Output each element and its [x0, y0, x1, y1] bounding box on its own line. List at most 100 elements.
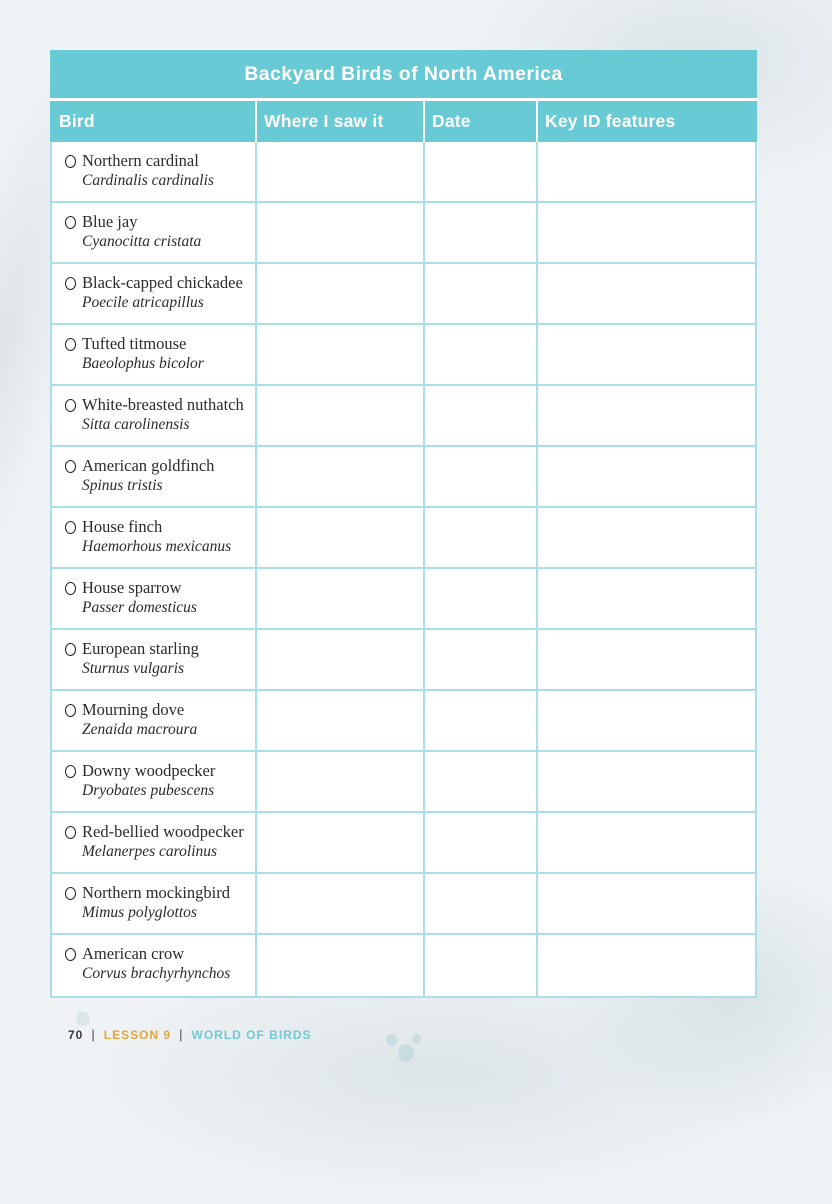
where-i-saw-it-cell[interactable]	[257, 264, 425, 323]
date-cell[interactable]	[425, 142, 538, 201]
checkbox-circle[interactable]	[65, 887, 76, 900]
key-id-features-cell[interactable]	[538, 142, 755, 201]
checkbox-circle[interactable]	[65, 460, 76, 473]
bird-names: House sparrow Passer domesticus	[82, 578, 197, 618]
where-i-saw-it-cell[interactable]	[257, 142, 425, 201]
bird-scientific-name: Haemorhous mexicanus	[82, 538, 232, 555]
checkbox-circle[interactable]	[65, 338, 76, 351]
bird-cell: Downy woodpecker Dryobates pubescens	[52, 752, 257, 811]
bird-common-name: Downy woodpecker	[82, 761, 216, 780]
bird-cell: European starling Sturnus vulgaris	[52, 630, 257, 689]
key-id-features-cell[interactable]	[538, 691, 755, 750]
checkbox-circle[interactable]	[65, 582, 76, 595]
bird-common-name: Blue jay	[82, 212, 138, 231]
bird-scientific-name: Sturnus vulgaris	[82, 660, 185, 677]
where-i-saw-it-cell[interactable]	[257, 203, 425, 262]
checkbox-circle[interactable]	[65, 277, 76, 290]
bird-common-name: Red-bellied woodpecker	[82, 822, 244, 841]
checkbox-circle[interactable]	[65, 155, 76, 168]
key-id-features-cell[interactable]	[538, 325, 755, 384]
bird-scientific-name: Melanerpes carolinus	[82, 843, 218, 860]
key-id-features-cell[interactable]	[538, 203, 755, 262]
bird-cell: Northern cardinal Cardinalis cardinalis	[52, 142, 257, 201]
table-row: House sparrow Passer domesticus	[52, 569, 755, 630]
page-number: 70	[68, 1027, 84, 1042]
bird-common-name: Black-capped chickadee	[82, 273, 243, 292]
date-cell[interactable]	[425, 203, 538, 262]
date-cell[interactable]	[425, 325, 538, 384]
bird-cell: Mourning dove Zenaida macroura	[52, 691, 257, 750]
checkbox-circle[interactable]	[65, 704, 76, 717]
title-divider	[50, 98, 757, 101]
bird-common-name: American goldfinch	[82, 456, 215, 475]
bird-cell: Northern mockingbird Mimus polyglottos	[52, 874, 257, 933]
where-i-saw-it-cell[interactable]	[257, 691, 425, 750]
bird-cell: Black-capped chickadee Poecile atricapil…	[52, 264, 257, 323]
date-cell[interactable]	[425, 935, 538, 996]
bird-common-name: Tufted titmouse	[82, 334, 187, 353]
where-i-saw-it-cell[interactable]	[257, 935, 425, 996]
date-cell[interactable]	[425, 386, 538, 445]
table-title: Backyard Birds of North America	[50, 50, 757, 98]
key-id-features-cell[interactable]	[538, 569, 755, 628]
where-i-saw-it-cell[interactable]	[257, 752, 425, 811]
bird-names: Tufted titmouse Baeolophus bicolor	[82, 334, 204, 374]
table-row: American goldfinch Spinus tristis	[52, 447, 755, 508]
where-i-saw-it-cell[interactable]	[257, 508, 425, 567]
bird-names: American goldfinch Spinus tristis	[82, 456, 214, 496]
date-cell[interactable]	[425, 813, 538, 872]
bird-scientific-name: Spinus tristis	[82, 477, 163, 494]
bird-scientific-name: Poecile atricapillus	[82, 294, 204, 311]
where-i-saw-it-cell[interactable]	[257, 569, 425, 628]
bird-common-name: House sparrow	[82, 578, 182, 597]
table-row: European starling Sturnus vulgaris	[52, 630, 755, 691]
bird-names: American crow Corvus brachyrhynchos	[82, 944, 230, 984]
lesson-label: LESSON 9	[103, 1027, 172, 1042]
key-id-features-cell[interactable]	[538, 752, 755, 811]
date-cell[interactable]	[425, 508, 538, 567]
date-cell[interactable]	[425, 630, 538, 689]
bird-common-name: Mourning dove	[82, 700, 185, 719]
table-body: Northern cardinal Cardinalis cardinalis …	[50, 142, 757, 998]
page-footer: 70 | LESSON 9 | WORLD OF BIRDS	[68, 1027, 312, 1042]
where-i-saw-it-cell[interactable]	[257, 386, 425, 445]
table-row: House finch Haemorhous mexicanus	[52, 508, 755, 569]
key-id-features-cell[interactable]	[538, 813, 755, 872]
bird-names: Downy woodpecker Dryobates pubescens	[82, 761, 215, 801]
bird-scientific-name: Sitta carolinensis	[82, 416, 190, 433]
checkbox-circle[interactable]	[65, 399, 76, 412]
bird-scientific-name: Dryobates pubescens	[82, 782, 215, 799]
key-id-features-cell[interactable]	[538, 386, 755, 445]
date-cell[interactable]	[425, 691, 538, 750]
date-cell[interactable]	[425, 874, 538, 933]
where-i-saw-it-cell[interactable]	[257, 325, 425, 384]
checkbox-circle[interactable]	[65, 216, 76, 229]
key-id-features-cell[interactable]	[538, 630, 755, 689]
decorative-dot	[398, 1044, 414, 1062]
key-id-features-cell[interactable]	[538, 447, 755, 506]
key-id-features-cell[interactable]	[538, 264, 755, 323]
checkbox-circle[interactable]	[65, 643, 76, 656]
checkbox-circle[interactable]	[65, 521, 76, 534]
bird-common-name: Northern cardinal	[82, 151, 199, 170]
key-id-features-cell[interactable]	[538, 874, 755, 933]
bird-scientific-name: Baeolophus bicolor	[82, 355, 204, 372]
bird-scientific-name: Mimus polyglottos	[82, 904, 197, 921]
date-cell[interactable]	[425, 569, 538, 628]
bird-scientific-name: Cyanocitta cristata	[82, 233, 202, 250]
key-id-features-cell[interactable]	[538, 508, 755, 567]
where-i-saw-it-cell[interactable]	[257, 447, 425, 506]
checkbox-circle[interactable]	[65, 826, 76, 839]
date-cell[interactable]	[425, 752, 538, 811]
table-row: Downy woodpecker Dryobates pubescens	[52, 752, 755, 813]
where-i-saw-it-cell[interactable]	[257, 630, 425, 689]
date-cell[interactable]	[425, 447, 538, 506]
where-i-saw-it-cell[interactable]	[257, 813, 425, 872]
where-i-saw-it-cell[interactable]	[257, 874, 425, 933]
bird-log-table: Backyard Birds of North America Bird Whe…	[50, 50, 757, 998]
date-cell[interactable]	[425, 264, 538, 323]
key-id-features-cell[interactable]	[538, 935, 755, 996]
checkbox-circle[interactable]	[65, 765, 76, 778]
checkbox-circle[interactable]	[65, 948, 76, 961]
table-row: Tufted titmouse Baeolophus bicolor	[52, 325, 755, 386]
